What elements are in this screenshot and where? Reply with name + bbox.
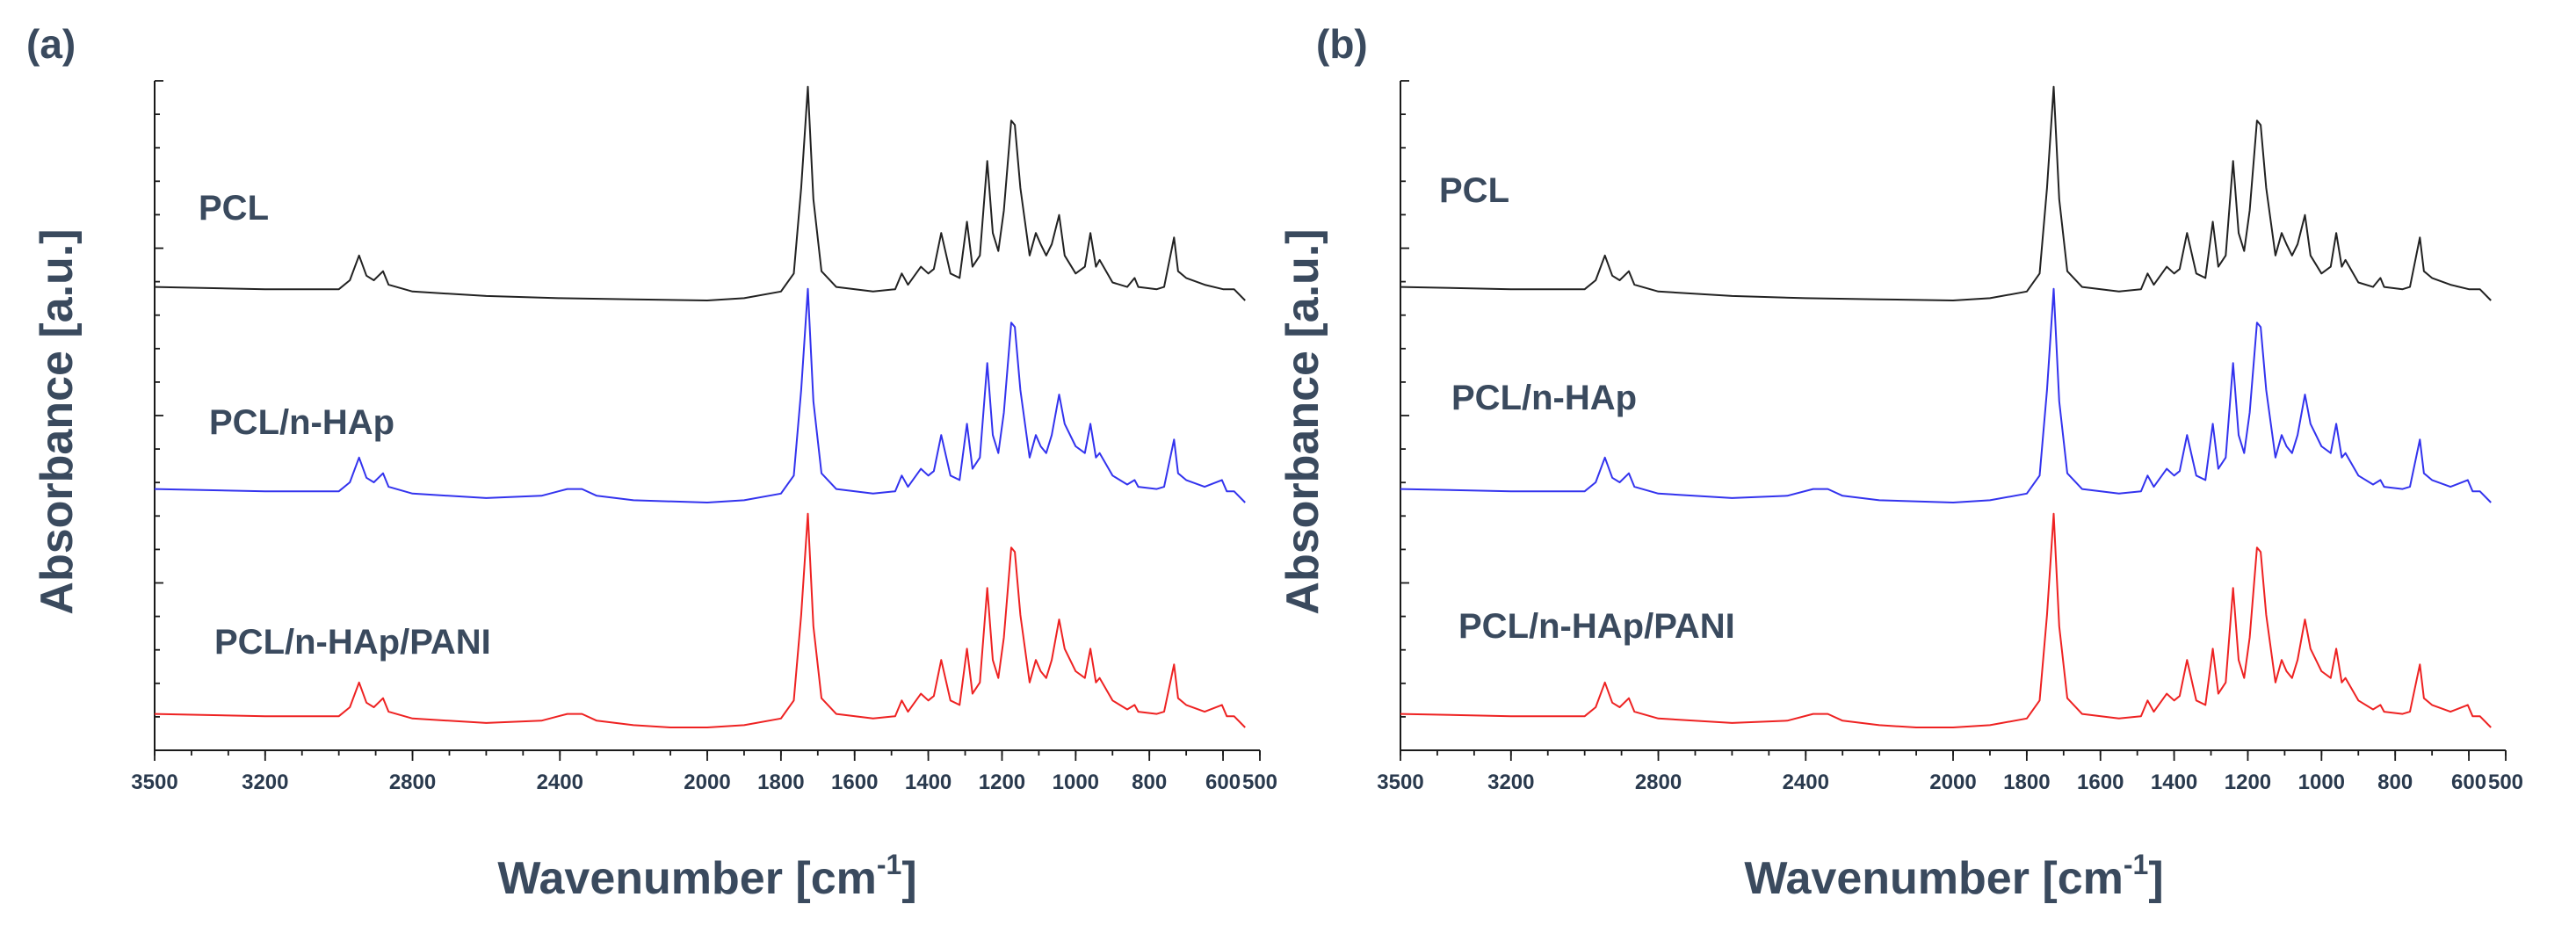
x-tick-label: 1400 (905, 770, 952, 794)
panel-label: (a) (26, 21, 76, 67)
x-tick-label: 1200 (2225, 770, 2271, 794)
x-tick-label: 500 (2488, 770, 2523, 794)
spectrum-pcl (154, 85, 1246, 301)
x-tick-label: 1800 (2003, 770, 2050, 794)
x-tick-label: 1800 (757, 770, 804, 794)
series-label: PCL/n-HAp/PANI (214, 623, 491, 662)
x-axis-label-main: Wavenumber [cm (497, 853, 877, 904)
series-label: PCL (199, 189, 269, 228)
x-tick-label: 2400 (1783, 770, 1829, 794)
spectrum-pcl-n-hap (1400, 287, 2492, 503)
x-tick-label: 600 (1205, 770, 1241, 794)
x-axis-label-sup: -1 (2124, 849, 2148, 880)
x-tick-label: 800 (2377, 770, 2413, 794)
panel-b: (b) Absorbance [a.u.] 3500 3200 2800 2400 2000… (1277, 21, 2523, 904)
x-tick-label: 3500 (131, 770, 177, 794)
x-tick-label: 1200 (979, 770, 1025, 794)
x-tick-label: 2800 (1635, 770, 1682, 794)
x-tick-label: 600 (2451, 770, 2486, 794)
x-tick-label: 2400 (537, 770, 583, 794)
x-tick-label: 1000 (1053, 770, 1099, 794)
x-tick-label: 3500 (1377, 770, 1423, 794)
x-axis-label: Wavenumber [cm-1] (497, 849, 916, 904)
x-tick-label: 1600 (831, 770, 878, 794)
series-label: PCL (1439, 171, 1509, 210)
x-tick-label: 800 (1132, 770, 1167, 794)
panel-label: (b) (1316, 21, 1368, 67)
y-axis-label: Absorbance [a.u.] (32, 228, 83, 614)
x-tick-label: 500 (1242, 770, 1277, 794)
x-axis-label-sup: -1 (877, 849, 901, 880)
x-tick-label: 3200 (1487, 770, 1534, 794)
x-tick-label: 1000 (2298, 770, 2345, 794)
x-axis-label-close: ] (2148, 853, 2163, 904)
spectrum-pcl-n-hap-pani (154, 512, 1246, 728)
series-label: PCL/n-HAp/PANI (1458, 607, 1735, 646)
y-axis-label: Absorbance [a.u.] (1277, 228, 1328, 614)
series-label: PCL/n-HAp (1451, 379, 1637, 417)
x-axis-label: Wavenumber [cm-1] (1744, 849, 2163, 904)
spectrum-pcl (1400, 85, 2492, 301)
spectrum-pcl-n-hap (154, 287, 1246, 503)
spectrum-pcl-n-hap-pani (1400, 512, 2492, 728)
x-tick-label: 3200 (242, 770, 288, 794)
panel-a: (a) Absorbance [a.u.] 3500 3200 2800 2400 2000… (26, 21, 1277, 904)
x-tick-label: 1600 (2077, 770, 2124, 794)
x-axis-label-main: Wavenumber [cm (1744, 853, 2124, 904)
x-tick-label: 2000 (1929, 770, 1976, 794)
x-tick-label: 2000 (684, 770, 730, 794)
x-axis-label-close: ] (901, 853, 916, 904)
series-label: PCL/n-HAp (209, 403, 394, 442)
x-tick-label: 1400 (2151, 770, 2197, 794)
x-tick-label: 2800 (389, 770, 436, 794)
